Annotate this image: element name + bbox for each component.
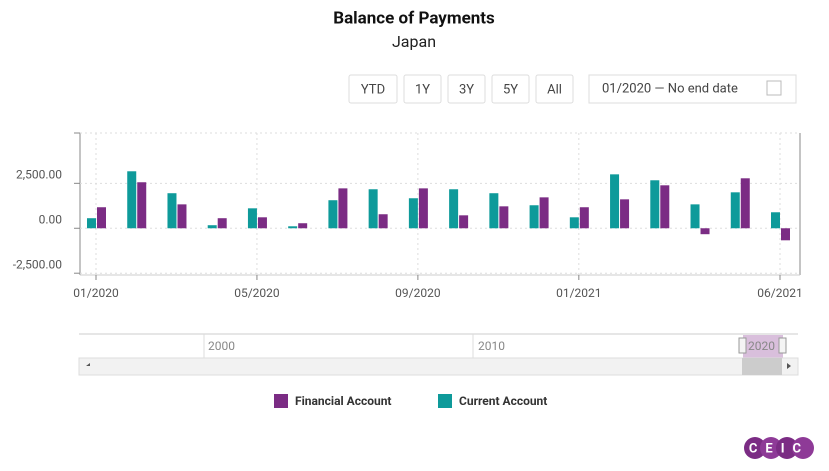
range-button-label: 1Y [415,82,430,97]
bar [207,225,217,229]
bar [489,193,499,229]
bar [579,207,589,229]
bar [620,199,630,229]
bar [338,188,348,229]
calendar-icon [766,80,782,96]
range-button-box [447,74,486,104]
bar [449,189,459,229]
navigator-handle[interactable] [778,337,787,354]
range-button-box [403,74,442,104]
bar [408,198,418,229]
bar [418,188,428,229]
legend-item[interactable]: Current Account [438,394,547,408]
bar [690,204,700,229]
x-tick-label: 01/2020 [73,286,119,300]
range-button-box [535,74,574,104]
y-tick-label: -2,500.00 [13,257,63,271]
bar [247,208,257,229]
bar [730,192,740,229]
x-tick-label: 09/2020 [395,286,441,300]
bar [137,182,147,229]
navigator-label: 2000 [208,339,235,353]
navigator-label: 2020 [748,339,775,353]
bar [700,228,710,235]
bar [740,178,750,229]
bar [97,207,106,229]
date-range-box[interactable] [588,74,797,104]
range-button[interactable]: All [535,74,574,104]
bar [529,205,539,229]
bar [569,217,579,229]
range-button[interactable]: YTD [348,74,398,104]
x-tick-label: 01/2021 [556,286,601,300]
range-button[interactable]: 3Y [447,74,486,104]
x-tick-label: 06/2021 [757,286,802,300]
y-tick-label: 0.00 [39,212,63,226]
bar [771,212,780,229]
bar [217,218,227,229]
bar [660,185,670,229]
range-button-box [491,74,530,104]
bar [167,193,177,229]
legend-item[interactable]: Financial Account [274,394,392,408]
legend-swatch [438,394,452,408]
navigator-selection[interactable] [743,335,783,358]
bar [328,200,338,229]
bar [368,189,378,229]
x-tick-label: 05/2020 [234,286,280,300]
range-button[interactable]: 5Y [491,74,530,104]
navigator: 2000 2010 2020 [78,333,799,376]
date-range-text: 01/2020 — No end date [602,81,738,96]
navigator-handle[interactable] [738,337,747,354]
scrollbar-track[interactable] [78,357,799,376]
navigator-label: 2010 [478,339,505,353]
range-button[interactable]: 1Y [403,74,442,104]
bar [499,206,509,229]
scrollbar-thumb[interactable] [742,358,782,375]
bar [378,214,388,229]
bar [257,217,267,229]
bar [539,197,549,229]
range-button-label: YTD [361,82,385,97]
bar [177,204,187,229]
legend-label: Financial Account [295,394,392,408]
y-tick-label: 2,500.00 [16,168,62,182]
bar [87,218,96,229]
bar [288,226,298,229]
bar [298,223,308,229]
range-button-label: All [547,82,562,97]
logo: CEIC [744,437,814,459]
date-range[interactable]: 01/2020 — No end date [588,74,797,104]
chart-subtitle: Japan [392,32,436,51]
bar [127,171,137,229]
bar [610,174,620,229]
legend-label: Current Account [459,394,547,408]
range-button-label: 3Y [459,82,474,97]
range-button-box [348,74,398,104]
bar [650,180,660,229]
legend-swatch [274,394,288,408]
range-button-label: 5Y [503,82,518,97]
bar [459,215,469,229]
chart-title: Balance of Payments [333,8,495,28]
bar [781,228,790,241]
logo-text: CEIC [749,441,809,456]
